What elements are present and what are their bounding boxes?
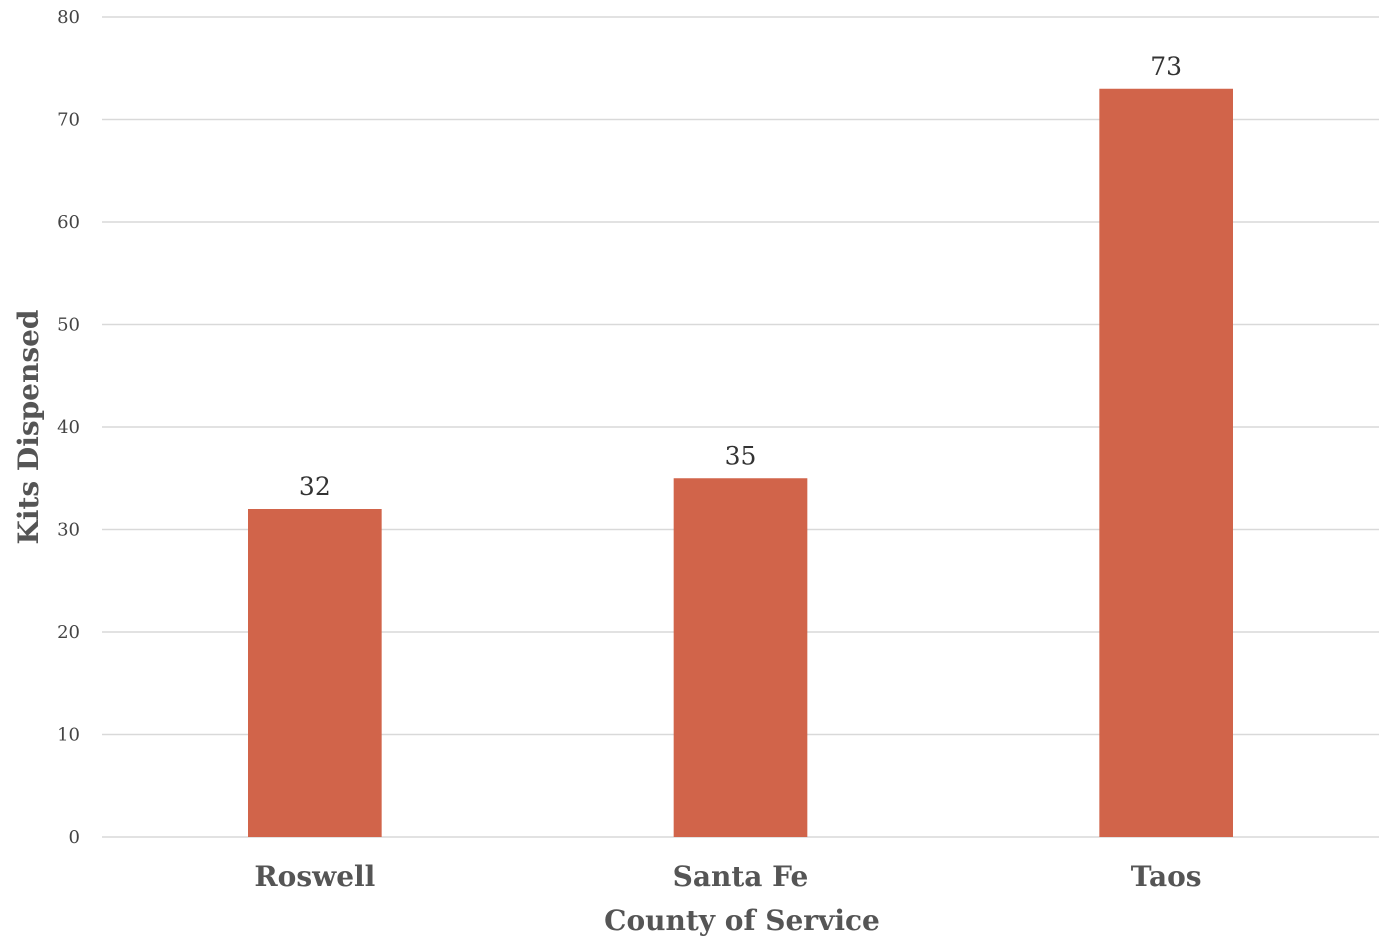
data-label: 35 <box>725 441 757 470</box>
bar-santa-fe <box>673 478 808 837</box>
data-label: 32 <box>299 472 331 501</box>
x-category-label: Roswell <box>254 860 375 893</box>
bar-taos <box>1099 88 1233 837</box>
data-label: 73 <box>1150 52 1182 81</box>
y-tick-label: 70 <box>57 110 80 131</box>
y-axis-title: Kits Dispensed <box>12 309 45 544</box>
bars <box>248 88 1233 837</box>
y-axis-ticks: 0 10 20 30 40 50 60 70 80 <box>57 7 80 848</box>
x-category-label: Taos <box>1131 860 1202 893</box>
y-tick-label: 50 <box>57 315 80 336</box>
x-axis-title: County of Service <box>604 904 880 937</box>
y-tick-label: 60 <box>57 212 80 233</box>
y-tick-label: 80 <box>57 7 80 28</box>
y-tick-label: 30 <box>57 520 80 541</box>
y-tick-label: 20 <box>57 622 80 643</box>
y-tick-label: 10 <box>57 725 80 746</box>
x-category-label: Santa Fe <box>673 860 809 893</box>
bar-roswell <box>248 509 382 837</box>
y-tick-label: 0 <box>69 827 80 848</box>
y-tick-label: 40 <box>57 417 80 438</box>
data-labels: 32 35 73 <box>299 52 1182 501</box>
x-axis-categories: Roswell Santa Fe Taos <box>254 860 1201 893</box>
